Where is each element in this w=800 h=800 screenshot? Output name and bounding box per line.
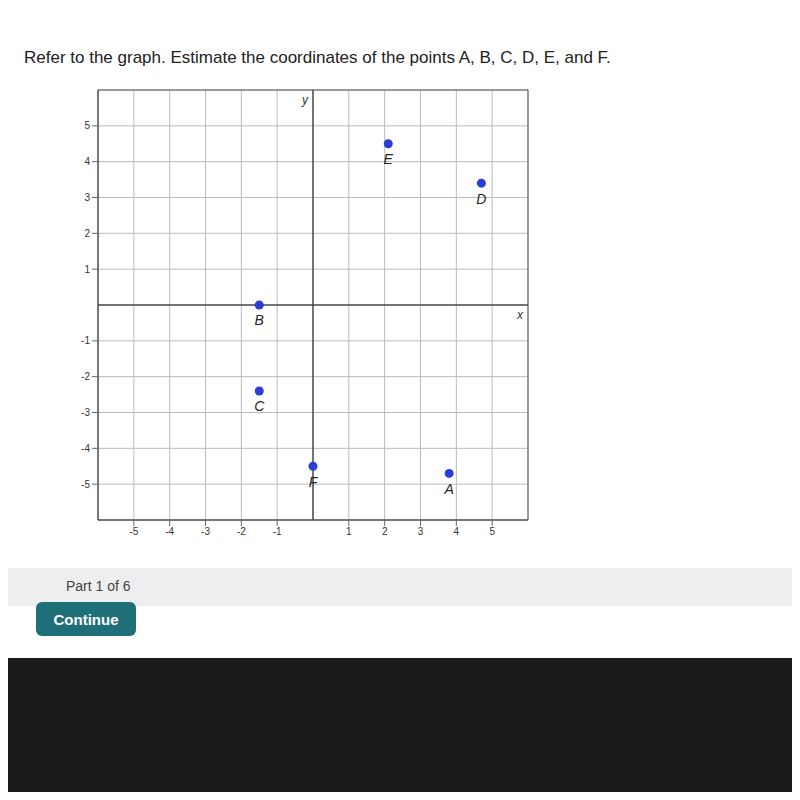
html-text:Part 1 of 6: Part 1 of 6: [66, 578, 131, 594]
svg-text:4: 4: [454, 526, 460, 537]
svg-text:-2: -2: [237, 526, 246, 537]
svg-text:y: y: [301, 93, 309, 107]
svg-text:A: A: [443, 481, 453, 497]
svg-text:5: 5: [84, 120, 90, 131]
svg-text:-4: -4: [81, 443, 90, 454]
svg-text:-1: -1: [273, 526, 282, 537]
svg-text:E: E: [384, 151, 394, 167]
svg-text:3: 3: [418, 526, 424, 537]
svg-text:4: 4: [84, 156, 90, 167]
svg-text:5: 5: [489, 526, 495, 537]
html-text:Refer to the graph. Estimate t: Refer to the graph. Estimate the coordin…: [24, 48, 611, 67]
svg-text:B: B: [255, 312, 264, 328]
svg-text:-5: -5: [81, 479, 90, 490]
svg-text:x: x: [516, 308, 524, 322]
svg-text:-1: -1: [81, 335, 90, 346]
svg-text:2: 2: [382, 526, 388, 537]
svg-text:C: C: [254, 398, 265, 414]
svg-text:2: 2: [84, 228, 90, 239]
svg-text:D: D: [476, 191, 486, 207]
svg-text:-3: -3: [81, 407, 90, 418]
html-text:Continue: Continue: [53, 610, 119, 628]
svg-text:-2: -2: [81, 371, 90, 382]
svg-text:-5: -5: [129, 526, 138, 537]
svg-text:1: 1: [346, 526, 352, 537]
svg-text:1: 1: [84, 264, 90, 275]
svg-text:-4: -4: [165, 526, 174, 537]
svg-text:F: F: [309, 474, 319, 490]
svg-text:-3: -3: [201, 526, 210, 537]
svg-text:3: 3: [84, 192, 90, 203]
